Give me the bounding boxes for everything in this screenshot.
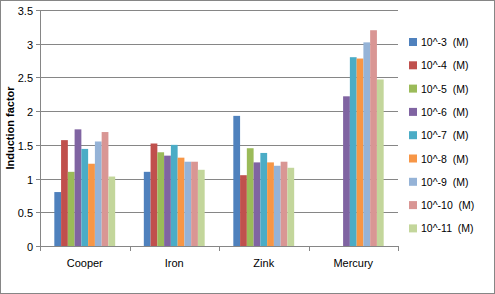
x-tick — [309, 246, 310, 251]
legend-label: 10^-7 (M) — [421, 129, 469, 141]
bar — [357, 59, 364, 246]
bar — [254, 162, 261, 246]
legend-swatch — [409, 201, 417, 209]
x-tick — [40, 246, 41, 251]
bar — [350, 57, 357, 246]
y-axis-label: Induction factor — [4, 86, 16, 170]
bar — [240, 175, 247, 246]
x-tick-label: Zink — [253, 257, 274, 269]
chart-border — [1, 1, 495, 294]
legend-swatch — [409, 178, 417, 186]
legend: 10^-3 (M) 10^-4 (M) 10^-5 (M) 10^-6 (M) 10^-… — [409, 36, 474, 234]
bar — [191, 162, 198, 246]
y-tick — [36, 179, 40, 180]
legend-label: 10^-5 (M) — [421, 83, 469, 95]
bar — [260, 153, 267, 246]
legend-swatch — [409, 108, 417, 116]
legend-swatch — [409, 85, 417, 93]
bar — [233, 116, 240, 246]
y-tick — [36, 44, 40, 45]
x-tick-label: Mercury — [333, 257, 373, 269]
x-tick — [398, 246, 399, 251]
legend-label: 10^-11 (M) — [421, 222, 474, 234]
legend-label: 10^-8 (M) — [421, 153, 469, 165]
bar — [377, 79, 384, 246]
y-tick-label: 2.5 — [18, 72, 33, 84]
x-tick — [130, 246, 131, 251]
grid-line — [40, 44, 398, 45]
y-tick — [36, 212, 40, 213]
y-tick — [36, 145, 40, 146]
y-tick-label: 0 — [27, 241, 33, 253]
bar — [274, 166, 281, 246]
y-axis — [40, 10, 41, 246]
bar — [370, 30, 377, 246]
y-tick-label: 3 — [27, 39, 33, 51]
y-tick-label: 1.5 — [18, 140, 33, 152]
legend-swatch — [409, 61, 417, 69]
bar — [184, 162, 191, 246]
legend-label: 10^-10 (M) — [421, 199, 474, 211]
grid-line — [40, 10, 398, 11]
bar — [164, 156, 171, 246]
bar — [343, 96, 350, 246]
legend-label: 10^-6 (M) — [421, 106, 469, 118]
y-tick-label: 1 — [27, 174, 33, 186]
bar — [287, 168, 294, 246]
bar — [54, 192, 61, 246]
bar — [61, 140, 68, 246]
y-tick — [36, 246, 40, 247]
legend-swatch — [409, 155, 417, 163]
bar — [247, 148, 254, 246]
y-tick — [36, 77, 40, 78]
y-tick-label: 3.5 — [18, 5, 33, 17]
bar — [75, 129, 82, 246]
legend-label: 10^-4 (M) — [421, 59, 469, 71]
bar — [281, 162, 288, 246]
bar — [267, 162, 274, 246]
bar — [151, 144, 158, 246]
bars — [54, 30, 383, 246]
bar — [108, 177, 115, 246]
legend-label: 10^-3 (M) — [421, 36, 469, 48]
bar — [157, 152, 164, 246]
bar — [102, 132, 109, 246]
legend-label: 10^-9 (M) — [421, 176, 469, 188]
legend-swatch — [409, 131, 417, 139]
bar — [198, 170, 205, 246]
bar — [171, 145, 178, 246]
grid-line — [40, 77, 398, 78]
bar — [88, 164, 95, 246]
bar — [363, 42, 370, 246]
legend-swatch — [409, 224, 417, 232]
x-tick-label: Cooper — [67, 257, 103, 269]
bar — [178, 158, 185, 246]
bar — [68, 172, 75, 246]
x-tick — [219, 246, 220, 251]
y-tick — [36, 10, 40, 11]
bar — [95, 141, 102, 246]
legend-swatch — [409, 38, 417, 46]
y-tick-label: 0.5 — [18, 207, 33, 219]
bar — [144, 172, 151, 246]
bar — [81, 149, 88, 246]
chart: 0 0.5 1 1.5 2 2.5 3 3.5 Induction factor Cooper Ir… — [0, 0, 495, 294]
y-tick — [36, 111, 40, 112]
y-tick-label: 2 — [27, 106, 33, 118]
x-tick-label: Iron — [165, 257, 184, 269]
